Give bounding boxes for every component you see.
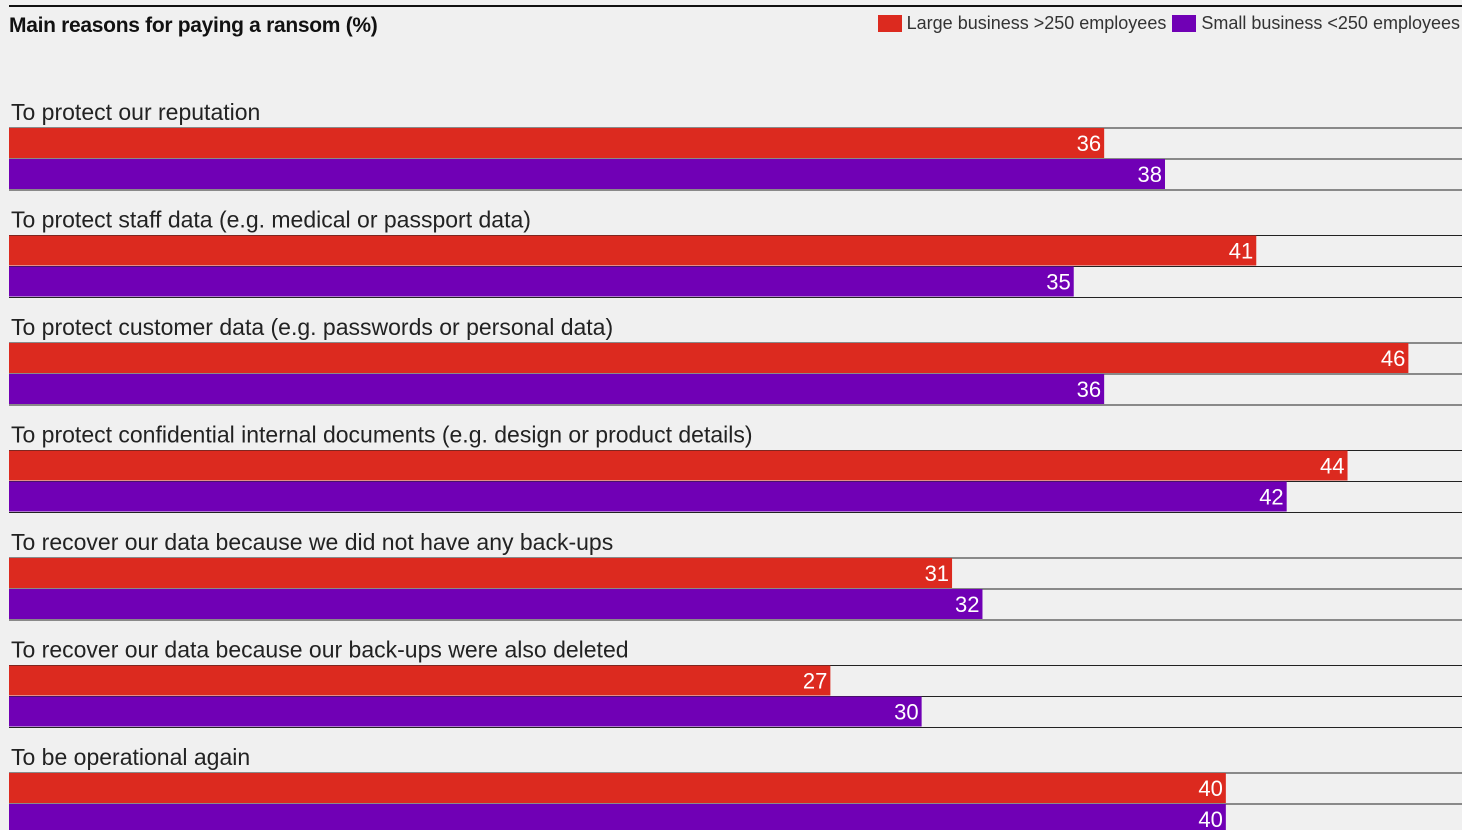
- legend-swatch-small: [1172, 15, 1197, 32]
- category-label: To protect confidential internal documen…: [11, 422, 753, 448]
- category-label: To protect our reputation: [11, 99, 260, 125]
- value-label: 31: [925, 561, 949, 586]
- category-label: To protect customer data (e.g. passwords…: [11, 314, 613, 340]
- chart-title: Main reasons for paying a ransom (%): [9, 14, 378, 37]
- value-label: 40: [1198, 807, 1222, 830]
- value-label: 46: [1381, 346, 1405, 371]
- value-label: 35: [1046, 270, 1070, 295]
- value-label: 36: [1077, 377, 1101, 402]
- bar: [9, 450, 1348, 481]
- value-label: 44: [1320, 454, 1344, 479]
- bar: [9, 235, 1257, 266]
- legend-label-large: Large business >250 employees: [906, 13, 1167, 33]
- legend-label-small: Small business <250 employees: [1201, 13, 1460, 33]
- category-label: To recover our data because we did not h…: [11, 529, 613, 555]
- value-label: 42: [1259, 485, 1283, 510]
- bar: [9, 558, 953, 588]
- legend: Large business >250 employees Small busi…: [872, 13, 1460, 34]
- category-label: To be operational again: [11, 744, 250, 770]
- bar: [9, 589, 983, 619]
- bar: [9, 128, 1105, 158]
- bar: [9, 374, 1105, 404]
- value-label: 30: [894, 700, 918, 725]
- value-label: 40: [1198, 776, 1222, 801]
- legend-item-small: Small business <250 employees: [1172, 13, 1460, 34]
- bar: [9, 665, 831, 696]
- value-label: 27: [803, 669, 827, 694]
- value-label: 36: [1077, 131, 1101, 156]
- bar: [9, 159, 1165, 189]
- bar: [9, 266, 1074, 297]
- bar: [9, 481, 1287, 512]
- value-label: 32: [955, 592, 979, 617]
- bar: [9, 804, 1226, 830]
- bar: [9, 343, 1409, 373]
- top-rule: [9, 5, 1462, 7]
- bar: [9, 696, 922, 727]
- value-label: 38: [1138, 162, 1162, 187]
- legend-swatch-large: [877, 15, 902, 32]
- value-label: 41: [1229, 239, 1253, 264]
- category-label: To protect staff data (e.g. medical or p…: [11, 207, 531, 233]
- legend-item-large: Large business >250 employees: [877, 13, 1167, 34]
- category-label: To recover our data because our back-ups…: [11, 637, 629, 663]
- bar: [9, 773, 1226, 803]
